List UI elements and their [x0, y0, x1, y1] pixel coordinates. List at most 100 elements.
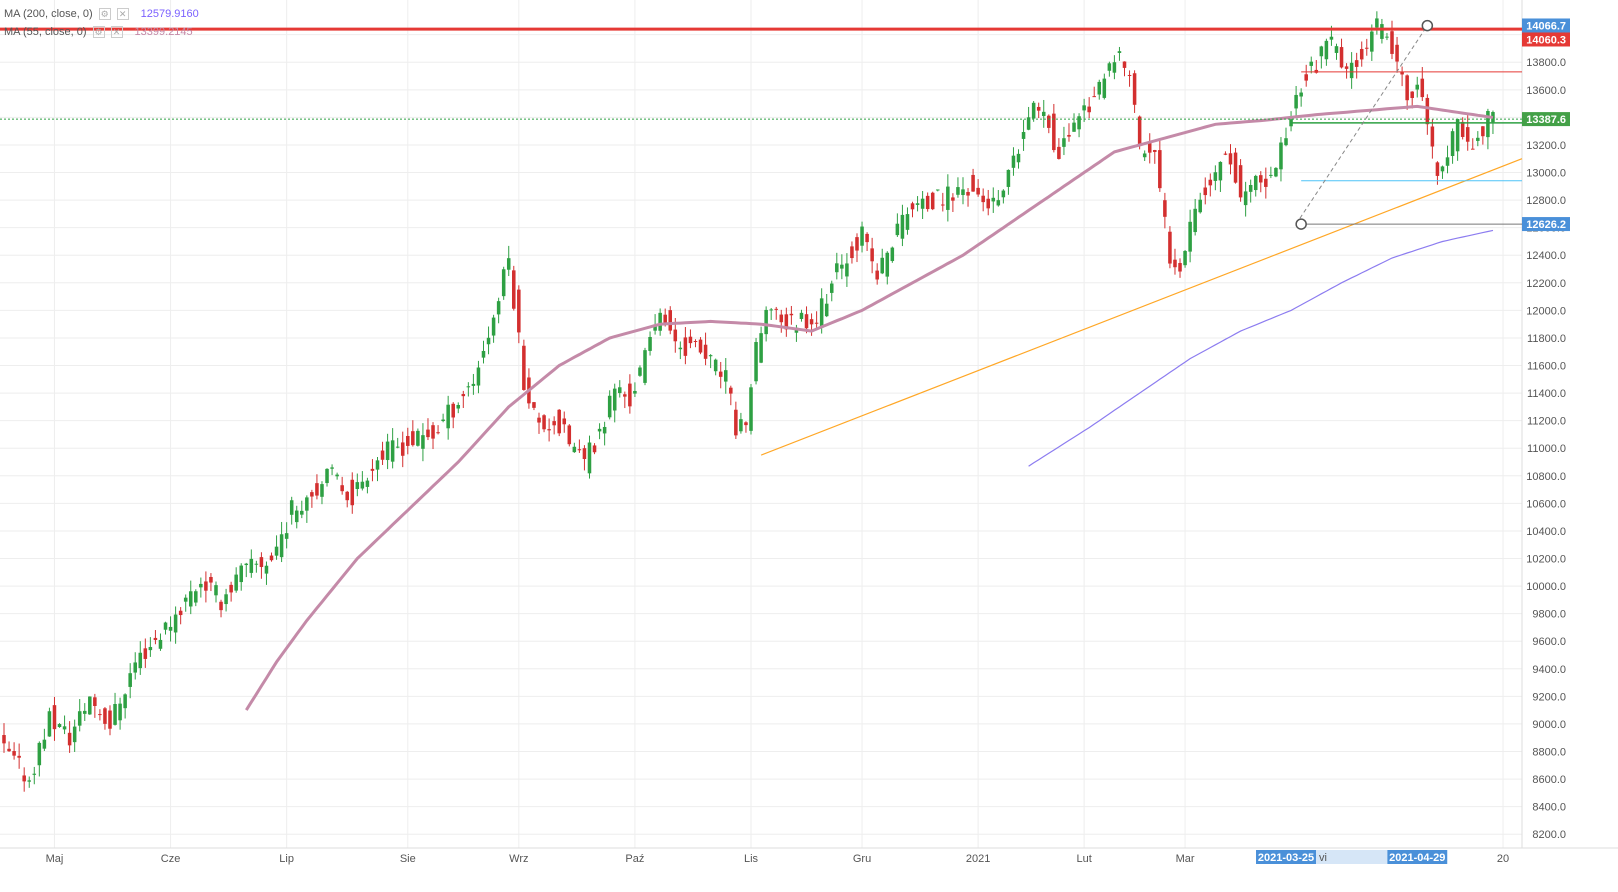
candle-body — [648, 336, 652, 351]
candle-body — [935, 189, 940, 191]
y-tick-label: 11400.0 — [1527, 388, 1566, 400]
price-badge — [1522, 18, 1570, 33]
candle-body — [1324, 40, 1329, 60]
candle-body — [829, 283, 834, 293]
candle-body — [168, 626, 173, 631]
candle-body — [1445, 157, 1450, 166]
candle-body — [1476, 137, 1480, 141]
y-tick-label: 10000.0 — [1526, 581, 1566, 593]
candle-body — [577, 449, 582, 451]
x-tick-label: Paź — [625, 853, 644, 865]
candle-body — [1178, 262, 1182, 272]
candle-body — [1465, 127, 1470, 142]
close-icon[interactable]: ✕ — [116, 8, 129, 20]
candle-body — [1228, 153, 1233, 165]
candle-body — [52, 705, 57, 730]
candle-body — [118, 703, 122, 721]
candle-body — [385, 441, 390, 461]
candle-body — [799, 312, 804, 319]
x-tick-label: Lut — [1076, 853, 1091, 865]
candle-body — [284, 533, 289, 539]
close-icon[interactable]: ✕ — [110, 26, 123, 38]
candle-body — [920, 198, 925, 209]
candle-body — [335, 474, 339, 477]
candle-body — [678, 347, 683, 350]
legend-ma200-value: 12579.9160 — [140, 8, 199, 20]
candle-body — [1329, 36, 1334, 40]
ma55-line — [245, 104, 1494, 711]
settings-icon[interactable]: ⚙ — [98, 8, 111, 20]
drawing-anchor-marker — [1295, 218, 1307, 230]
candle-body — [501, 269, 506, 297]
candle-body — [1460, 121, 1465, 137]
candle-body — [547, 429, 551, 431]
legend-ma200-label: MA (200, close, 0) — [4, 8, 93, 20]
x-tick-label: Lip — [279, 853, 294, 865]
candle-body — [400, 442, 405, 456]
candle-body — [7, 748, 11, 752]
candle-body — [996, 200, 1001, 206]
candle-body — [163, 622, 168, 630]
y-tick-label: 9800.0 — [1532, 609, 1566, 621]
candle-body — [506, 258, 511, 270]
candle-body — [890, 247, 895, 262]
candle-body — [1248, 184, 1253, 192]
candle-body — [925, 195, 930, 210]
candle-body — [436, 432, 440, 434]
x-tick-label: Maj — [46, 853, 64, 865]
y-tick-label: 8200.0 — [1532, 829, 1566, 841]
y-tick-label: 10600.0 — [1526, 498, 1566, 510]
candle-body — [108, 710, 112, 729]
candle-body — [870, 248, 874, 262]
date-badge-label: 2021-04-29 — [1389, 852, 1445, 864]
candle-body — [234, 574, 238, 591]
candle-body — [628, 383, 632, 407]
candle-body — [1243, 191, 1248, 206]
candle-body — [1011, 155, 1016, 168]
candle-body — [961, 189, 965, 196]
candle-body — [1309, 61, 1314, 66]
candle-body — [1198, 199, 1202, 213]
x-tick-label: Cze — [161, 853, 181, 865]
candle-body — [395, 446, 400, 448]
candle-body — [819, 298, 824, 328]
candle-body — [82, 710, 87, 714]
candle-body — [1415, 84, 1420, 90]
legend-ma55-value: 13399.2145 — [134, 26, 193, 38]
candle-body — [1208, 179, 1213, 186]
candle-body — [259, 557, 264, 567]
candle-body — [764, 309, 768, 335]
candle-body — [789, 313, 794, 316]
candle-body — [855, 237, 859, 251]
candle-body — [688, 336, 693, 344]
candle-body — [729, 387, 733, 394]
candle-body — [1450, 131, 1455, 156]
x-tick-label: 2021 — [966, 853, 990, 865]
candle-body — [456, 404, 461, 409]
settings-icon[interactable]: ⚙ — [92, 26, 105, 38]
candle-body — [264, 565, 269, 574]
candle-body — [910, 203, 915, 210]
candle-body — [305, 497, 309, 511]
candle-body — [739, 419, 743, 432]
date-badge-label: 2021-03-25 — [1258, 852, 1314, 864]
candle-body — [592, 445, 597, 453]
candle-body — [194, 591, 198, 603]
candle-body — [1486, 110, 1490, 138]
candle-body — [1390, 31, 1394, 54]
drawing-line-trend — [760, 158, 1523, 456]
candle-body — [587, 442, 592, 474]
candle-body — [941, 204, 945, 206]
candle-body — [380, 450, 385, 460]
candle-body — [345, 491, 349, 501]
candle-body — [229, 584, 233, 593]
candle-body — [1052, 113, 1056, 151]
candle-body — [976, 187, 980, 195]
candle-body — [300, 510, 304, 515]
candle-body — [1304, 74, 1308, 81]
candle-body — [1400, 71, 1404, 75]
price-badge — [1522, 217, 1570, 232]
candle-body — [294, 510, 299, 523]
candle-body — [143, 648, 148, 659]
